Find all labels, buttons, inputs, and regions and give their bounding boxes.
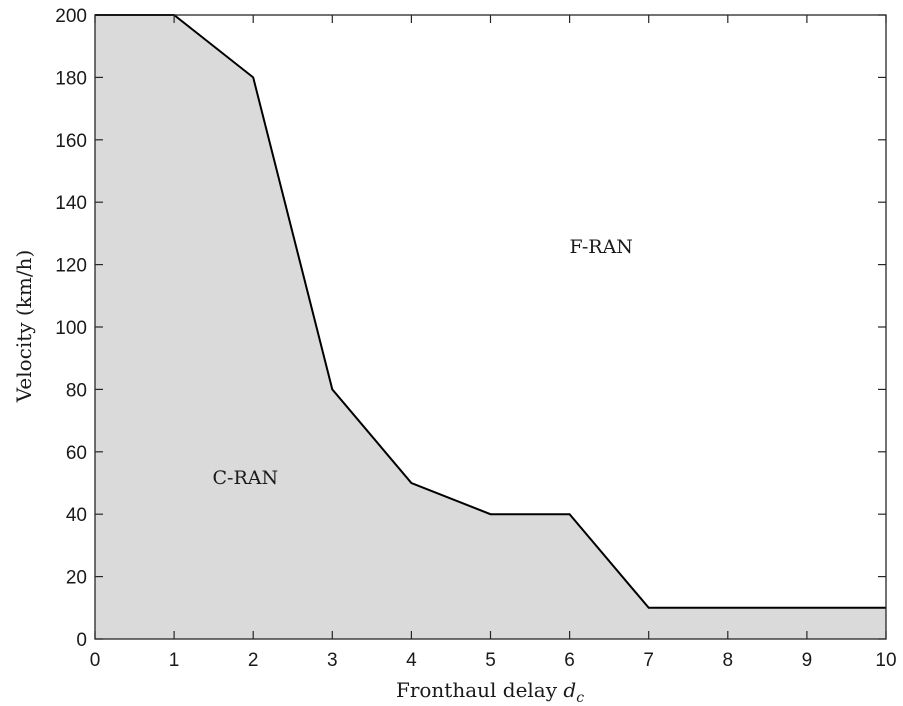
line-layer bbox=[95, 14, 886, 609]
c-ran-region-fill bbox=[95, 15, 886, 639]
region-label-f-ran: F-RAN bbox=[570, 236, 633, 258]
y-tick-label: 60 bbox=[66, 443, 87, 464]
area-layer bbox=[95, 15, 886, 639]
x-axis-title-subscript: c bbox=[576, 690, 584, 706]
y-axis-title: Velocity (km/h) bbox=[12, 250, 36, 403]
y-tick-label: 180 bbox=[55, 68, 87, 89]
x-tick-label: 8 bbox=[723, 650, 734, 671]
y-tick-label: 120 bbox=[55, 256, 87, 277]
y-tick-label: 140 bbox=[55, 193, 87, 214]
x-tick-label: 7 bbox=[643, 650, 654, 671]
y-tick-label: 100 bbox=[55, 318, 87, 339]
y-tick-label: 0 bbox=[76, 630, 87, 651]
x-tick-label: 6 bbox=[564, 650, 575, 671]
x-tick-label: 2 bbox=[248, 650, 259, 671]
y-tick-label: 200 bbox=[55, 6, 87, 27]
x-tick-label: 9 bbox=[802, 650, 813, 671]
x-tick-label: 1 bbox=[169, 650, 180, 671]
y-tick-label: 160 bbox=[55, 131, 87, 152]
x-tick-label: 10 bbox=[875, 650, 896, 671]
x-axis-title-variable: d bbox=[563, 678, 576, 702]
boundary-line bbox=[95, 14, 886, 609]
y-tick-label: 40 bbox=[66, 505, 87, 526]
x-tick-label: 5 bbox=[485, 650, 496, 671]
x-tick-label: 4 bbox=[406, 650, 417, 671]
labels-layer: C-RAN F-RAN bbox=[212, 236, 632, 489]
x-tick-label: 0 bbox=[90, 650, 101, 671]
region-label-c-ran: C-RAN bbox=[212, 467, 278, 489]
y-tick-label: 80 bbox=[66, 380, 87, 401]
x-axis-title-text: Fronthaul delay bbox=[396, 678, 563, 702]
x-axis-title: Fronthaul delay dc bbox=[396, 678, 584, 706]
y-tick-label: 20 bbox=[66, 568, 87, 589]
x-tick-label: 3 bbox=[327, 650, 338, 671]
